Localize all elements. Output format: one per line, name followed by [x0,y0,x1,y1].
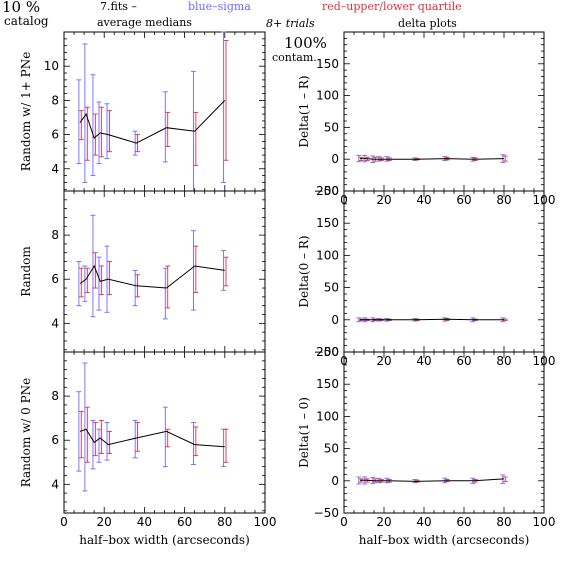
y-tick-label: 150 [316,57,339,71]
y-tick-label: 100 [316,409,339,423]
x-tick-label: 60 [177,515,192,529]
x-tick-label: 60 [456,193,471,207]
y-axis-label: Random w/ 0 PNe [19,378,33,488]
x-tick-label: 80 [496,354,511,368]
y-axis-label: Delta(0 – R) [297,235,311,307]
x-tick-label: 60 [456,354,471,368]
y-tick-label: 50 [324,120,339,134]
header-average-medians: average medians [97,16,192,29]
header-delta-plots: delta plots [398,17,457,30]
x-tick-label: 60 [456,515,471,529]
x-tick-label: 40 [137,515,152,529]
y-tick-label: 8 [51,228,59,242]
y-tick-label: 8 [51,93,59,107]
x-axis-label: half–box width (arcseconds) [79,533,250,547]
y-tick-label: 0 [331,474,339,488]
x-tick-label: 100 [533,515,556,529]
y-axis-label: Random w/ 1+ PNe [19,52,33,172]
median-line [79,428,225,448]
x-tick-label: 20 [376,193,391,207]
y-tick-label: 50 [324,442,339,456]
plot-frame [63,31,266,192]
header-trials: 8+ trials [266,17,315,30]
x-axis-label: half–box width (arcseconds) [359,533,530,547]
x-tick-label: 40 [416,193,431,207]
y-tick-label: −50 [314,345,339,359]
panel-random-1pne: 4 6 8 10 Random w/ 1+ PNe [19,31,266,192]
median-line [360,158,505,160]
y-tick-label: 0 [331,152,339,166]
plot-frame [343,351,545,514]
median-line [360,478,505,482]
y-axis-label: Delta(1 – R) [297,75,311,147]
x-tick-label: 20 [376,515,391,529]
x-tick-label: 40 [416,515,431,529]
x-tick-label: 80 [496,193,511,207]
y-tick-label: 6 [51,272,59,286]
x-tick-label: 40 [416,354,431,368]
median-line [79,100,226,144]
y-tick-label: 6 [51,128,59,142]
x-tick-label: 0 [340,515,348,529]
y-tick-label: 100 [316,89,339,103]
panel-random-0pne: 0 20 40 60 80 100 4 6 8 Random w/ 0 PNe half–box w… [19,351,277,547]
y-tick-label: 4 [51,316,59,330]
header-percent: 10 % [2,0,40,16]
y-tick-label: 6 [51,433,59,447]
plot-frame [343,31,545,192]
x-tick-label: 20 [376,354,391,368]
header-fits: 7.fits – [100,0,137,13]
y-tick-label: −50 [314,506,339,520]
y-tick-label: 50 [324,281,339,295]
y-tick-label: 200 [316,184,339,198]
y-tick-label: 100 [316,248,339,262]
y-axis-label: Delta(1 – 0) [297,397,311,468]
y-tick-label: 4 [51,162,59,176]
plot-frame [63,351,266,514]
y-tick-label: 0 [331,313,339,327]
x-tick-label: 80 [217,515,232,529]
header-red-quartile: red–upper/lower quartile [322,0,462,13]
y-tick-label: 150 [316,377,339,391]
y-tick-label: 4 [51,477,59,491]
x-tick-label: 0 [60,515,68,529]
median-line [360,318,504,321]
x-tick-label: 100 [254,515,277,529]
y-tick-label: −50 [314,184,339,198]
y-axis-label: Random [19,246,33,297]
header-catalog: catalog [4,14,49,28]
median-line [79,264,225,289]
header-blue-sigma: blue–sigma [188,0,251,13]
header-contam: contam. [272,51,317,64]
header-contam-pct: 100% [284,34,327,52]
y-tick-label: 150 [316,216,339,230]
x-tick-label: 20 [97,515,112,529]
plot-frame [343,190,545,353]
y-tick-label: 8 [51,389,59,403]
panel-random: 4 6 8 Random [19,190,266,353]
y-tick-label: 200 [316,345,339,359]
y-tick-label: 10 [44,59,59,73]
x-tick-label: 80 [496,515,511,529]
